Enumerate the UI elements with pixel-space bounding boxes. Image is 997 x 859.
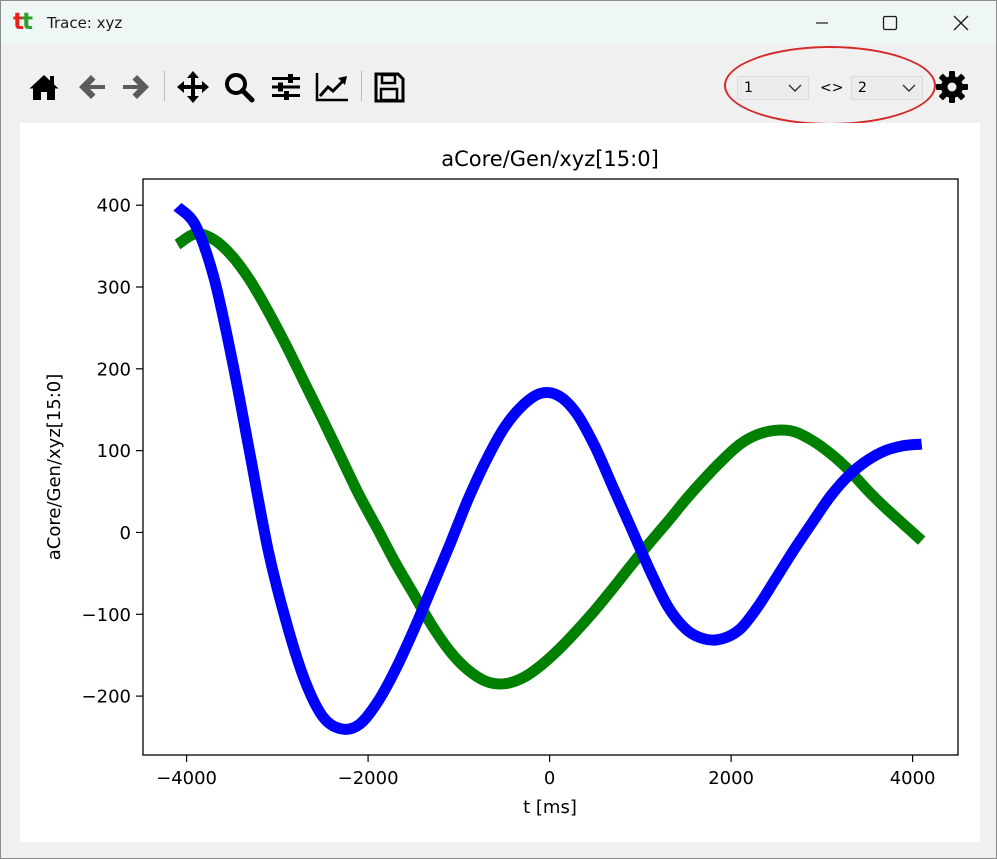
forward-arrow-icon: [123, 75, 149, 99]
x-tick-label: −2000: [338, 768, 399, 789]
toolbar: 1 <> 2: [1, 45, 996, 125]
close-button[interactable]: [938, 1, 984, 45]
back-button[interactable]: [73, 68, 111, 106]
x-tick-label: 0: [544, 768, 555, 789]
save-icon: [374, 72, 405, 103]
configure-subplots-icon: [272, 74, 300, 100]
close-icon: [953, 15, 969, 31]
pan-icon: [177, 71, 209, 103]
plot-frame: [142, 178, 959, 756]
maximize-icon: [882, 15, 898, 31]
settings-button[interactable]: [933, 68, 971, 106]
highlight-ellipse: [724, 46, 936, 125]
edit-axis-button[interactable]: [313, 68, 351, 106]
y-tick-label: 100: [97, 441, 131, 462]
chart[interactable]: aCore/Gen/xyz[15:0] −4000 −2000 0 2000 4000−…: [20, 123, 980, 842]
home-button[interactable]: [25, 68, 63, 106]
y-tick-label: 0: [120, 523, 131, 544]
y-axis-label: aCore/Gen/xyz[15:0]: [44, 374, 65, 560]
forward-button[interactable]: [117, 68, 155, 106]
y-tick-label: 300: [97, 278, 131, 299]
toolbar-divider: [164, 71, 165, 101]
window-title: Trace: xyz: [47, 14, 123, 32]
series-2-line: [173, 202, 923, 735]
minimize-icon: [816, 22, 828, 24]
edit-axis-icon: [315, 73, 348, 102]
series-1-line: [174, 228, 926, 690]
save-button[interactable]: [370, 68, 408, 106]
y-tick-label: −200: [82, 687, 131, 708]
title-bar[interactable]: tt Trace: xyz: [1, 1, 996, 45]
back-arrow-icon: [79, 75, 105, 99]
y-tick-label: 200: [97, 359, 131, 380]
chart-title: aCore/Gen/xyz[15:0]: [441, 147, 659, 171]
home-icon: [29, 75, 59, 100]
x-tick-label: 4000: [890, 768, 936, 789]
gear-icon: [936, 71, 968, 103]
y-tick-label: −100: [82, 605, 131, 626]
plot-canvas[interactable]: aCore/Gen/xyz[15:0] −4000 −2000 0 2000 4000−…: [20, 123, 980, 842]
x-tick-label: −4000: [156, 768, 217, 789]
app-logo-icon: tt: [13, 9, 33, 35]
x-tick-label: 2000: [708, 768, 754, 789]
x-axis-label: t [ms]: [523, 797, 577, 818]
configure-subplots-button[interactable]: [267, 68, 305, 106]
maximize-button[interactable]: [867, 1, 913, 45]
zoom-button[interactable]: [220, 68, 258, 106]
y-tick-label: 400: [97, 196, 131, 217]
pan-button[interactable]: [174, 68, 212, 106]
minimize-button[interactable]: [799, 1, 845, 45]
toolbar-divider: [361, 71, 362, 101]
zoom-icon: [225, 73, 255, 103]
